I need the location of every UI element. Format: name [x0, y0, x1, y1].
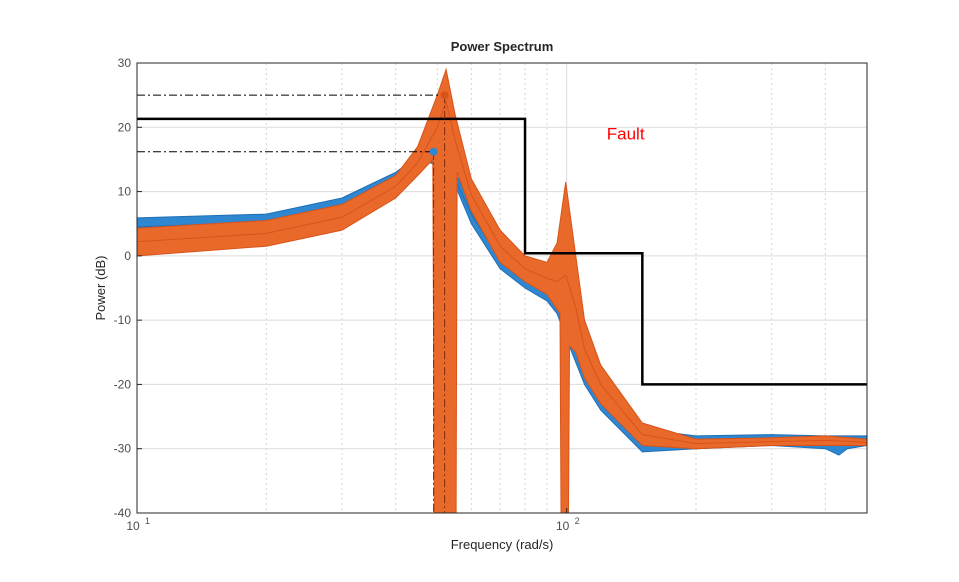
y-tick-label: -40	[114, 506, 132, 520]
orange-peak-marker	[440, 91, 449, 100]
blue-uncertainty-band	[137, 149, 867, 456]
x-tick-label: 10	[126, 519, 140, 533]
y-axis-label: Power (dB)	[93, 255, 108, 320]
blue-nominal-line	[137, 155, 867, 443]
x-axis-label: Frequency (rad/s)	[451, 537, 554, 552]
axes-box	[136, 62, 868, 514]
y-tick-label: -20	[114, 377, 132, 391]
y-tick-label: 0	[124, 249, 131, 263]
axes: -40 -30 -20 -10 0 10 20 30 10 1 10 2	[114, 56, 868, 533]
orange-nominal-line	[137, 99, 867, 445]
y-tick-label: 20	[118, 120, 132, 134]
x-tick-label: 10	[556, 519, 570, 533]
y-tick-label: 10	[118, 185, 132, 199]
x-tick-exponent: 1	[145, 516, 150, 526]
plot-area	[137, 67, 867, 513]
x-tick-exponent: 2	[575, 516, 580, 526]
fault-annotation: Fault	[607, 125, 645, 144]
y-tick-label: 30	[118, 56, 132, 70]
y-tick-label: -10	[114, 313, 132, 327]
chart-title: Power Spectrum	[451, 39, 554, 54]
orange-uncertainty-band	[137, 67, 867, 513]
blue-peak-marker	[429, 147, 438, 156]
y-tick-label: -30	[114, 442, 132, 456]
fault-bound-line	[137, 117, 867, 386]
